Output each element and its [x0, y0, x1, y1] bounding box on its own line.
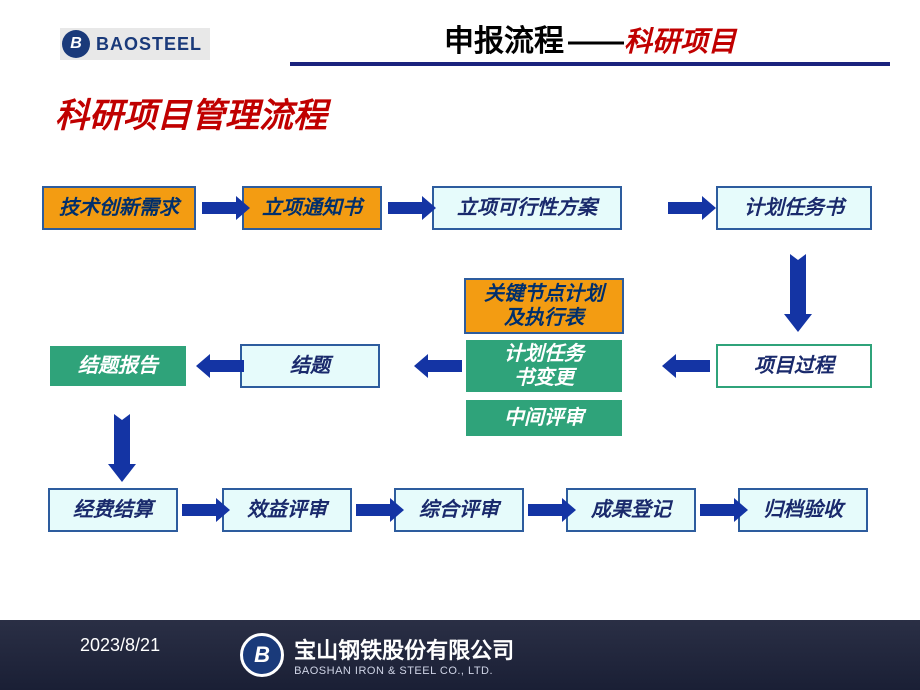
footer-logo: B 宝山钢铁股份有限公司 BAOSHAN IRON & STEEL CO., L… — [240, 633, 514, 677]
flow-arrow-a5 — [662, 354, 710, 383]
flow-arrow-a2 — [388, 196, 436, 225]
flow-node-n14: 成果登记 — [566, 488, 696, 532]
flow-node-n13: 综合评审 — [394, 488, 524, 532]
flow-arrow-a9 — [182, 498, 230, 527]
flow-arrow-a11 — [528, 498, 576, 527]
flow-node-n5: 关键节点计划及执行表 — [464, 278, 624, 334]
flow-arrow-a6 — [414, 354, 462, 383]
flow-node-n2: 立项通知书 — [242, 186, 382, 230]
flow-arrow-a3 — [668, 196, 716, 225]
flow-node-n7: 中间评审 — [464, 398, 624, 438]
flow-node-n9: 结题 — [240, 344, 380, 388]
flow-node-n1: 技术创新需求 — [42, 186, 196, 230]
footer-logo-icon: B — [240, 633, 284, 677]
flow-arrow-a1 — [202, 196, 250, 225]
footer-company-en: BAOSHAN IRON & STEEL CO., LTD. — [294, 665, 514, 677]
flow-node-n11: 经费结算 — [48, 488, 178, 532]
flow-node-n4: 计划任务书 — [716, 186, 872, 230]
flow-node-n10: 结题报告 — [48, 344, 188, 388]
flow-arrow-a12 — [700, 498, 748, 527]
flow-node-n8: 项目过程 — [716, 344, 872, 388]
footer-company-cn: 宝山钢铁股份有限公司 — [294, 633, 514, 665]
flow-arrow-a8 — [108, 414, 136, 487]
flow-node-n6: 计划任务书变更 — [464, 338, 624, 394]
footer-date: 2023/8/21 — [80, 635, 160, 656]
flow-arrow-a7 — [196, 354, 244, 383]
flow-arrow-a10 — [356, 498, 404, 527]
flow-node-n12: 效益评审 — [222, 488, 352, 532]
flowchart-canvas: 技术创新需求 立项通知书 立项可行性方案 计划任务书关键节点计划及执行表计划任务书变更… — [0, 0, 920, 690]
flow-arrow-a4 — [784, 254, 812, 337]
flow-node-n15: 归档验收 — [738, 488, 868, 532]
footer: 2023/8/21 B 宝山钢铁股份有限公司 BAOSHAN IRON & ST… — [0, 620, 920, 690]
flow-node-n3: 立项可行性方案 — [432, 186, 622, 230]
